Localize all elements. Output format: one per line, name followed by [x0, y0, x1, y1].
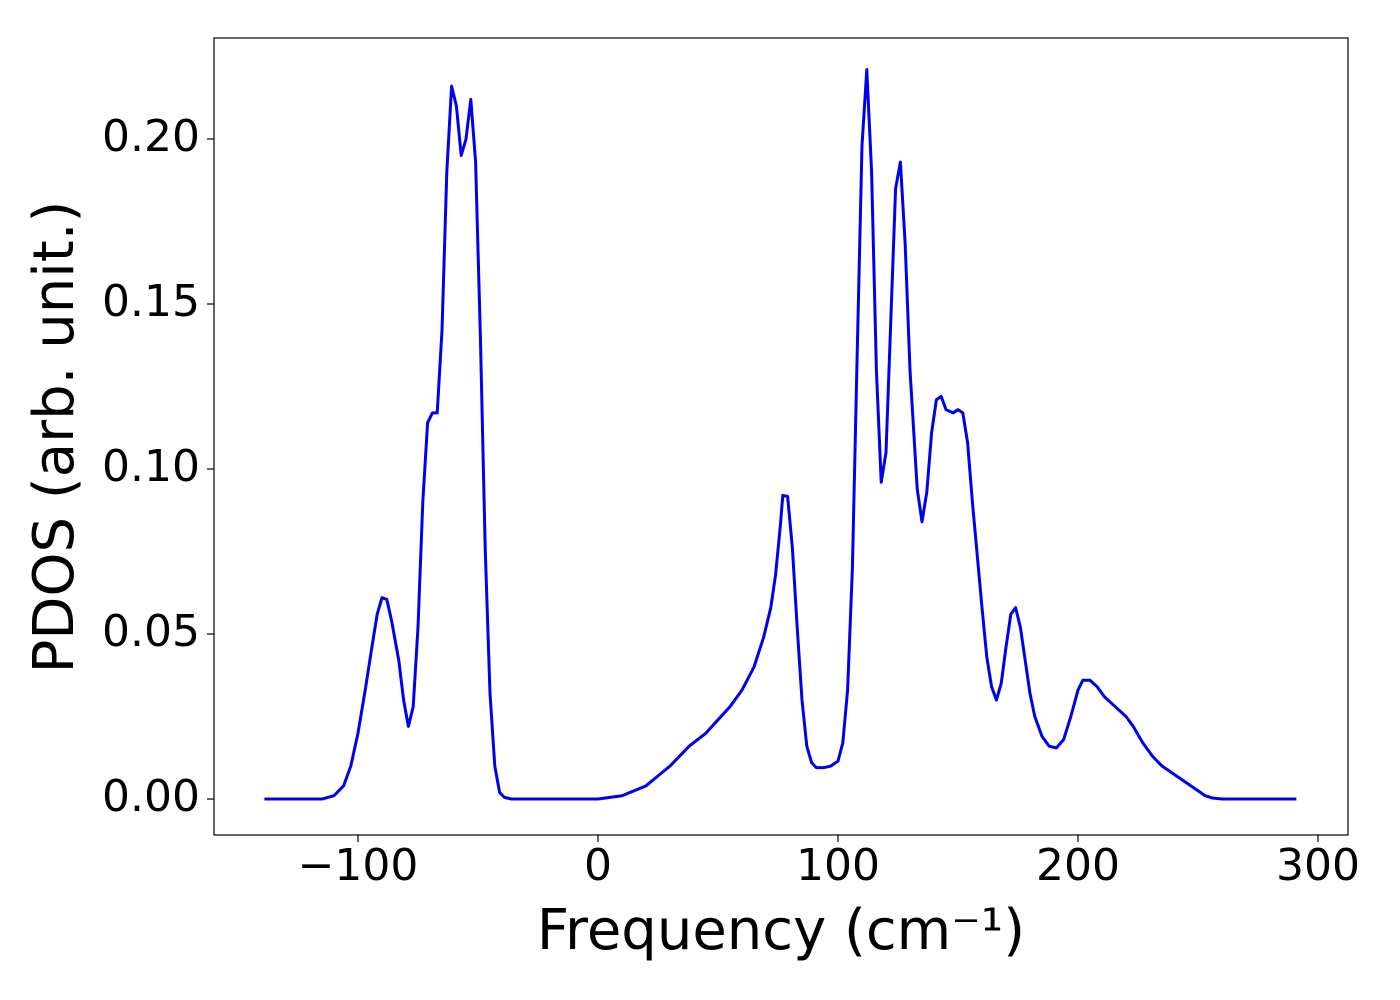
y-tick-label: 0.20	[102, 111, 200, 162]
x-tick-label: 300	[1276, 840, 1360, 891]
y-tick-label: 0.10	[102, 441, 200, 492]
x-tick-label: −100	[298, 840, 419, 891]
y-tick-label: 0.05	[102, 606, 200, 657]
axes-frame	[213, 37, 1349, 836]
x-tick-label: 0	[584, 840, 612, 891]
x-tick-label: 100	[796, 840, 880, 891]
y-tick-label: 0.00	[102, 771, 200, 822]
x-tick-label: 200	[1036, 840, 1120, 891]
x-axis-label: Frequency (cm⁻¹)	[537, 898, 1025, 963]
pdos-line	[264, 68, 1297, 801]
y-axis-label: PDOS (arb. unit.)	[22, 201, 87, 674]
y-tick-label: 0.15	[102, 276, 200, 327]
